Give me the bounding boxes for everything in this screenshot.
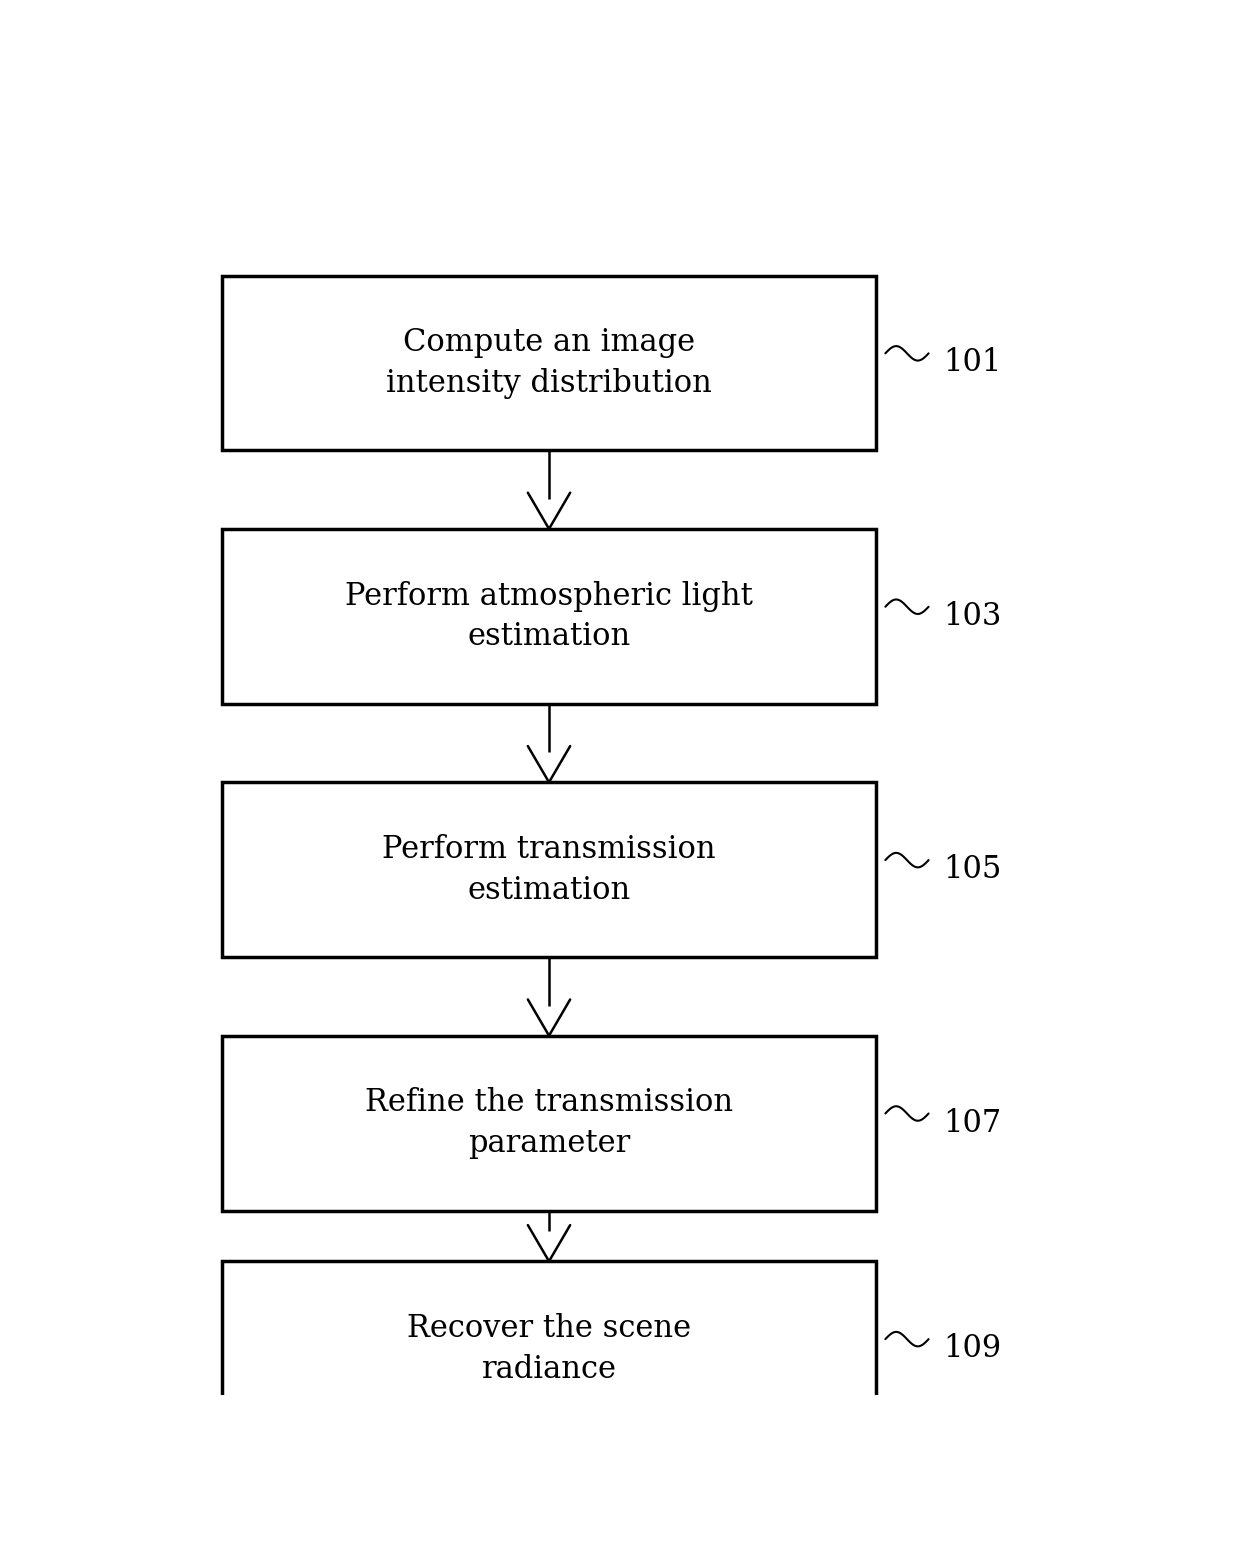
Text: Compute an image
intensity distribution: Compute an image intensity distribution xyxy=(386,328,712,398)
Text: Perform atmospheric light
estimation: Perform atmospheric light estimation xyxy=(345,581,753,652)
Bar xyxy=(222,1261,875,1437)
Bar xyxy=(222,782,875,957)
Bar xyxy=(222,530,875,704)
Text: 103: 103 xyxy=(944,600,1002,632)
Text: Perform transmission
estimation: Perform transmission estimation xyxy=(382,834,715,906)
Text: 107: 107 xyxy=(944,1108,1001,1139)
Text: Refine the transmission
parameter: Refine the transmission parameter xyxy=(365,1087,733,1160)
Text: 101: 101 xyxy=(944,348,1002,379)
Bar xyxy=(222,1036,875,1211)
Bar xyxy=(222,276,875,450)
Text: 105: 105 xyxy=(944,854,1002,885)
Text: 109: 109 xyxy=(944,1334,1001,1365)
Text: Recover the scene
radiance: Recover the scene radiance xyxy=(407,1313,691,1385)
